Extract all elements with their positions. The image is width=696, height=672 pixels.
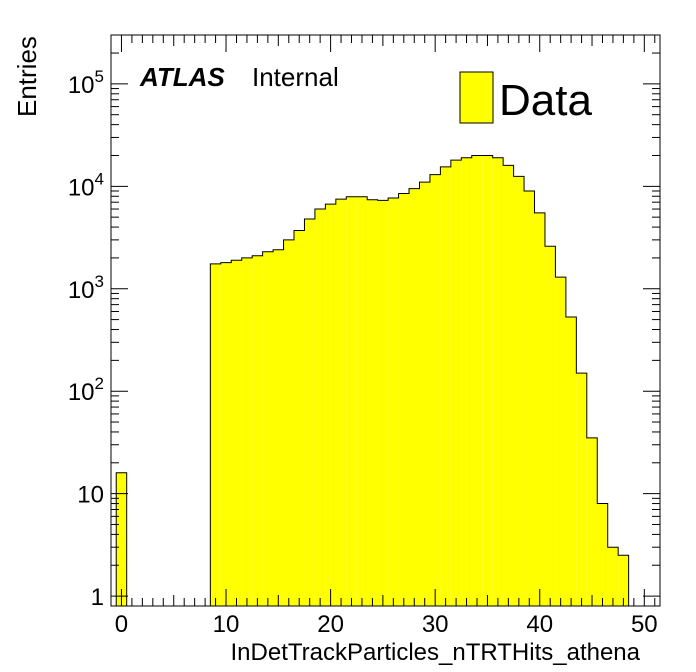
histogram-bar — [409, 188, 420, 606]
x-tick-label: 10 — [213, 611, 240, 638]
histogram-bar — [565, 316, 577, 606]
histogram-bar — [335, 199, 347, 606]
y-tick-label: 1 — [91, 584, 104, 611]
histogram-bar — [597, 503, 608, 606]
histogram-bar — [356, 196, 368, 607]
histogram-bar — [513, 176, 525, 606]
histogram-bar — [116, 472, 127, 606]
histogram-bar — [503, 165, 514, 606]
histogram-outline — [115, 154, 630, 606]
histogram-bar — [440, 166, 451, 606]
histogram-bar — [607, 547, 619, 606]
histogram-bar — [524, 191, 535, 606]
histogram-bar — [231, 260, 242, 606]
y-axis-ticks: 1 10 102 103 104 105 — [68, 34, 660, 611]
histogram-bar — [471, 155, 483, 606]
histogram-bar — [304, 218, 315, 606]
histogram-bar — [210, 263, 221, 606]
histogram-bar — [325, 204, 336, 606]
x-axis-label: InDetTrackParticles_nTRTHits_athena — [231, 639, 641, 666]
histogram-bar — [220, 262, 232, 606]
atlas-status-label: Internal — [252, 62, 339, 92]
histogram-bar — [492, 157, 504, 606]
y-tick-label: 103 — [68, 272, 104, 304]
histogram-bar — [534, 212, 545, 607]
plot-frame — [110, 34, 661, 607]
y-axis-label: Entries — [12, 36, 42, 117]
histogram-bar — [398, 193, 410, 606]
histogram-bar — [482, 155, 493, 606]
histogram-bar — [586, 437, 598, 606]
histogram-bar — [388, 197, 399, 606]
legend-swatch — [459, 71, 494, 124]
y-tick-label: 102 — [68, 374, 104, 406]
x-tick-label: 30 — [422, 611, 449, 638]
legend-label: Data — [499, 76, 592, 125]
histogram-bar — [367, 199, 378, 606]
histogram-bar — [346, 196, 357, 607]
histogram-bar — [429, 174, 441, 607]
x-axis-ticks: 0 10 20 30 40 50 — [110, 35, 658, 638]
histogram-bar — [252, 255, 263, 606]
x-tick-label: 20 — [317, 611, 344, 638]
atlas-label: ATLAS — [139, 62, 225, 92]
y-tick-label: 105 — [68, 67, 104, 99]
x-tick-label: 40 — [526, 611, 553, 638]
histogram-bar — [283, 239, 294, 606]
histogram-bar — [419, 182, 430, 606]
histogram-bar — [377, 200, 389, 607]
histogram-bar — [555, 277, 566, 606]
histogram-bar — [618, 555, 629, 606]
histogram-bar — [262, 251, 274, 607]
y-tick-label: 104 — [68, 169, 104, 201]
histogram-bar — [544, 246, 556, 606]
histogram-bar — [241, 257, 253, 606]
histogram-bar — [450, 160, 462, 607]
x-tick-label: 0 — [115, 611, 128, 638]
x-tick-label: 50 — [631, 611, 658, 638]
histogram-bars — [115, 154, 630, 607]
histogram-bar — [294, 230, 305, 606]
y-tick-label: 10 — [77, 482, 104, 509]
histogram-bar — [314, 209, 326, 607]
histogram-bar — [461, 157, 472, 606]
histogram-bar — [576, 373, 587, 606]
histogram-bar — [273, 249, 284, 607]
